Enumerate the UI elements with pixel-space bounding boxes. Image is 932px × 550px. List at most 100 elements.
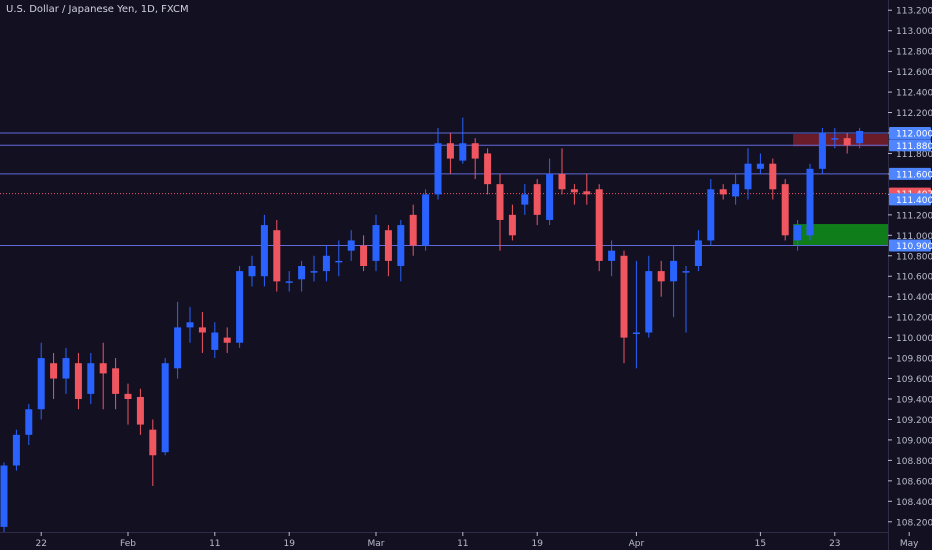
candle-body[interactable]	[12, 434, 20, 466]
candle-body[interactable]	[732, 184, 740, 197]
candle-body[interactable]	[174, 327, 182, 369]
candle-body[interactable]	[50, 363, 58, 379]
candle-body[interactable]	[136, 396, 144, 425]
candle-body[interactable]	[248, 266, 256, 277]
time-axis[interactable]	[0, 532, 888, 550]
level-price-label-bg	[889, 127, 931, 139]
candle-body[interactable]	[186, 322, 194, 328]
candle-body[interactable]	[310, 271, 318, 273]
y-tick-label: 110.400	[896, 293, 932, 303]
candle-body[interactable]	[682, 271, 690, 273]
candle-body[interactable]	[397, 225, 405, 266]
candle-body[interactable]	[335, 260, 343, 263]
candle-body[interactable]	[285, 281, 293, 283]
candle-body[interactable]	[422, 194, 430, 246]
candle-body[interactable]	[670, 260, 678, 282]
candle-body[interactable]	[645, 271, 653, 333]
y-tick-label: 111.200	[896, 211, 932, 221]
candle-body[interactable]	[508, 214, 516, 236]
candle-body[interactable]	[595, 189, 603, 261]
y-tick-label: 111.800	[896, 150, 932, 160]
candle-body[interactable]	[384, 230, 392, 261]
y-tick-label: 109.200	[896, 416, 932, 426]
candle-body[interactable]	[62, 358, 70, 379]
candle-body[interactable]	[496, 184, 504, 220]
x-tick-label: 11	[457, 539, 468, 549]
candle-body[interactable]	[211, 332, 219, 350]
candle-body[interactable]	[521, 194, 529, 205]
candle-body[interactable]	[446, 143, 454, 159]
resistance-zone	[793, 134, 888, 147]
candle-body[interactable]	[322, 255, 330, 272]
candle-body[interactable]	[608, 250, 616, 261]
candle-body[interactable]	[236, 271, 244, 343]
candle-body[interactable]	[794, 225, 802, 241]
candle-body[interactable]	[409, 214, 417, 246]
candle-body[interactable]	[756, 163, 764, 169]
candle-body[interactable]	[856, 130, 864, 144]
candle-body[interactable]	[124, 393, 132, 399]
candle-body[interactable]	[818, 133, 826, 169]
candle-body[interactable]	[781, 184, 789, 236]
candle-body[interactable]	[831, 138, 839, 140]
candle-body[interactable]	[223, 337, 231, 343]
candle-body[interactable]	[769, 163, 777, 190]
y-tick-label: 110.000	[896, 334, 932, 344]
candle-body[interactable]	[843, 138, 851, 146]
candle-body[interactable]	[806, 168, 814, 236]
candle-body[interactable]	[546, 173, 554, 220]
candle-body[interactable]	[161, 363, 169, 453]
level-price-label-bg	[889, 167, 931, 180]
candle-body[interactable]	[719, 189, 727, 195]
candle-body[interactable]	[632, 332, 640, 335]
y-tick-label: 108.400	[896, 498, 932, 508]
chart-title: U.S. Dollar / Japanese Yen, 1D, FXCM	[6, 4, 189, 15]
candle-body[interactable]	[459, 143, 467, 161]
price-axis[interactable]	[888, 0, 932, 550]
candle-body[interactable]	[484, 153, 492, 185]
x-tick-label: 11	[209, 539, 220, 549]
candle-body[interactable]	[744, 163, 752, 190]
candle-body[interactable]	[657, 271, 665, 282]
candle-body[interactable]	[99, 363, 107, 374]
candle-body[interactable]	[570, 189, 578, 193]
candle-body[interactable]	[471, 143, 479, 159]
candle-body[interactable]	[149, 429, 157, 456]
y-tick-label: 108.600	[896, 477, 932, 487]
candle-body[interactable]	[112, 368, 120, 394]
candle-body[interactable]	[533, 184, 541, 215]
candle-body[interactable]	[198, 327, 206, 333]
y-tick-label: 113.200	[896, 7, 932, 17]
candle-body[interactable]	[37, 358, 45, 410]
candle-body[interactable]	[87, 363, 95, 394]
y-tick-label: 108.800	[896, 457, 932, 467]
candle-body[interactable]	[372, 225, 380, 261]
extra-price-label-bg	[889, 193, 931, 206]
x-tick-label: May	[900, 539, 919, 549]
y-tick-label: 112.600	[896, 68, 932, 78]
y-tick-label: 109.600	[896, 375, 932, 385]
x-tick-label: Feb	[120, 539, 136, 549]
candle-body[interactable]	[707, 189, 715, 241]
level-price-label-bg	[889, 239, 931, 252]
candle-body[interactable]	[620, 255, 628, 338]
y-tick-label: 109.400	[896, 396, 932, 406]
candle-body[interactable]	[273, 230, 281, 282]
candle-body[interactable]	[25, 409, 33, 435]
y-tick-label: 109.800	[896, 355, 932, 365]
candle-body[interactable]	[434, 143, 442, 195]
candle-body[interactable]	[0, 465, 8, 527]
level-price-label: 111.600	[896, 170, 932, 180]
candle-body[interactable]	[583, 191, 591, 195]
y-tick-label: 112.800	[896, 48, 932, 58]
candle-body[interactable]	[260, 225, 268, 277]
y-tick-label: 108.200	[896, 518, 932, 528]
candle-body[interactable]	[298, 266, 306, 280]
candle-body[interactable]	[347, 240, 355, 251]
candle-body[interactable]	[694, 240, 702, 266]
candle-body[interactable]	[360, 245, 368, 266]
candle-body[interactable]	[558, 173, 566, 190]
x-tick-label: Apr	[629, 539, 645, 549]
candle-body[interactable]	[74, 363, 82, 399]
